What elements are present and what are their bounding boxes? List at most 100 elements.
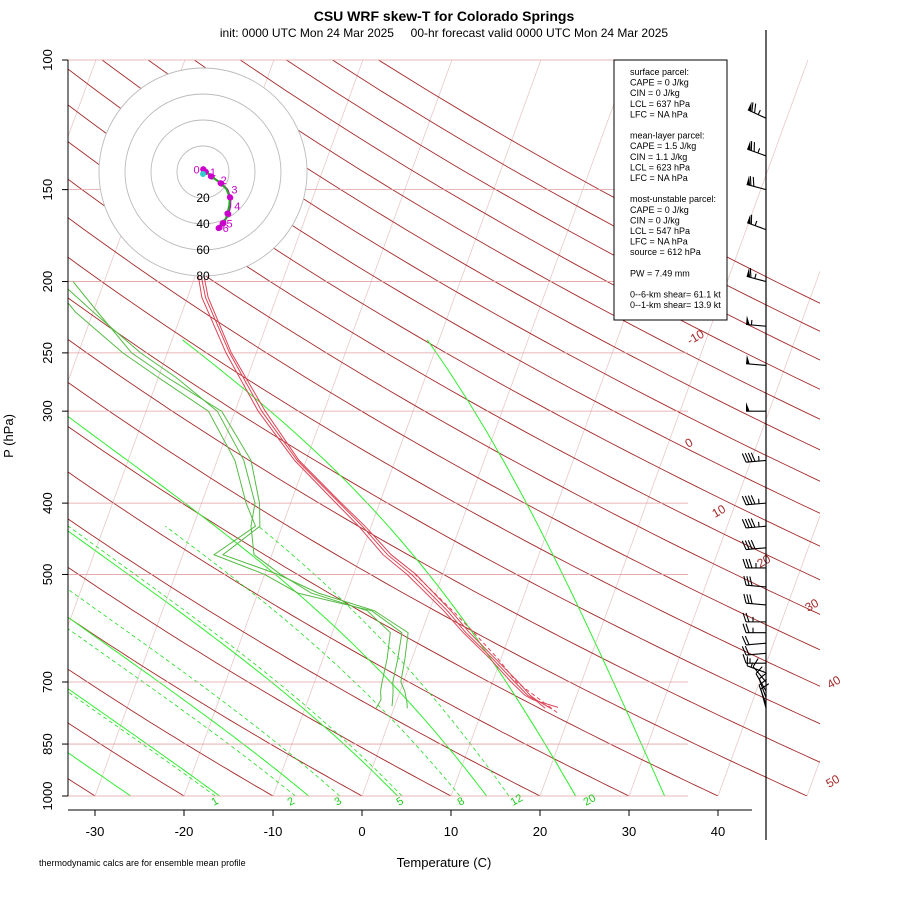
wind-barb-staff <box>746 602 767 606</box>
y-tick-label: 500 <box>40 564 55 586</box>
wind-barb <box>741 452 767 463</box>
hodograph-height-label: 1 <box>210 167 216 179</box>
wind-barb-flag <box>755 666 763 675</box>
saturated-adiabat-line <box>182 339 577 796</box>
dewpoint-line <box>68 288 391 709</box>
wind-barb-pennant <box>746 315 750 325</box>
wind-barb-half-flag <box>757 109 761 115</box>
stats-line: source = 612 hPa <box>630 247 701 257</box>
dry-adiabat-label: 0 <box>683 435 696 451</box>
wind-barb-flag <box>746 576 750 586</box>
hodograph-height-label: 3 <box>231 185 237 197</box>
y-tick-label: 700 <box>40 671 55 693</box>
moist-adiabat-label: 8 <box>456 795 467 808</box>
hodograph-point <box>224 210 231 217</box>
stats-line: 0--1-km shear= 13.9 kt <box>630 300 721 310</box>
wind-barb-flag <box>746 594 750 604</box>
stats-line: PW = 7.49 mm <box>630 268 690 278</box>
hodograph-height-label: 4 <box>234 201 240 213</box>
wind-barb-staff <box>746 363 767 366</box>
wind-barb-staff <box>746 642 767 646</box>
saturated-adiabat-line <box>68 415 488 796</box>
wind-barb-flag <box>742 558 747 569</box>
wind-barb <box>743 575 767 588</box>
wind-barb-flag <box>749 268 752 278</box>
dewpoint-line <box>68 302 403 707</box>
y-tick-label: 100 <box>40 49 55 71</box>
wind-barb-flag <box>747 518 753 528</box>
isotherm-line <box>94 60 364 796</box>
hodograph-height-label: 6 <box>223 223 229 235</box>
x-tick-label: 10 <box>444 824 458 839</box>
hodograph-ring-label: 60 <box>196 243 210 257</box>
hodograph-height-label: 0 <box>193 165 199 177</box>
x-tick-label: -30 <box>86 824 105 839</box>
chart-title: CSU WRF skew-T for Colorado Springs <box>314 8 575 24</box>
y-tick-label: 200 <box>40 271 55 293</box>
wind-barb-half-flag <box>754 273 757 279</box>
isotherm-line <box>361 60 631 796</box>
stats-line: CIN = 0 J/kg <box>630 88 680 98</box>
wind-barb-pennant <box>746 175 751 186</box>
wind-barb-flag <box>741 495 747 506</box>
wind-barb-flag <box>749 576 753 586</box>
wind-barb-flag <box>741 519 747 529</box>
hodograph-ring-label: 20 <box>196 191 210 205</box>
dry-adiabat-label: 30 <box>803 596 822 615</box>
wind-barb <box>746 315 767 327</box>
dry-adiabat-label: 40 <box>825 673 844 692</box>
wind-barb-half-flag <box>757 148 761 154</box>
wind-barb-flag <box>742 654 747 664</box>
stats-line: surface parcel: <box>630 67 689 77</box>
wind-barb-flag <box>749 176 752 186</box>
wind-barb-flag <box>750 495 756 505</box>
hodograph-height-label: 5 <box>227 218 233 230</box>
isotherm-line <box>539 60 809 796</box>
wind-barb-pennant <box>746 354 750 364</box>
moist-adiabat-line <box>258 525 510 796</box>
isotherm-line <box>806 759 820 796</box>
moist-adiabat-labels: 1 2 3 5 8 12 20 <box>210 792 599 809</box>
wind-barb-flag <box>750 518 756 528</box>
wind-barb-staff <box>746 652 767 656</box>
moist-adiabat-line <box>68 691 216 796</box>
wind-barb-flag <box>742 612 747 623</box>
hodograph-point <box>220 219 227 226</box>
hodograph-point <box>217 180 224 187</box>
wind-barb-flag <box>758 678 767 686</box>
stats-line: LFC = NA hPa <box>630 237 688 247</box>
x-tick-label: 40 <box>711 824 725 839</box>
dry-adiabat-label: 10 <box>710 502 729 521</box>
y-tick-label: 150 <box>40 179 55 201</box>
wind-barb-flag <box>749 594 753 604</box>
dry-adiabat-labels: -10 0 10 20 30 40 50 <box>683 327 844 791</box>
footnote: thermodynamic calcs are for ensemble mea… <box>39 858 246 868</box>
moist-adiabat-label: 2 <box>286 795 297 808</box>
moist-adiabat-line <box>68 525 403 796</box>
wind-barb <box>760 683 770 709</box>
wind-barb-flag <box>747 495 753 505</box>
dewpoint-line <box>72 281 409 709</box>
stats-box <box>613 59 728 321</box>
saturated-adiabat-line <box>426 339 666 796</box>
wind-barb <box>746 175 767 191</box>
wind-barb <box>747 140 767 157</box>
y-axis-label: P (hPa) <box>1 414 16 458</box>
wind-barb-flag <box>748 558 753 569</box>
x-tick-label: 0 <box>358 824 365 839</box>
stats-line: CIN = 0 J/kg <box>630 215 680 225</box>
wind-barb-flag <box>744 518 750 528</box>
wind-barb-pennant <box>747 140 751 151</box>
moist-adiabat-line <box>165 525 461 796</box>
dry-adiabat-line <box>286 60 820 361</box>
wind-barb <box>746 402 766 412</box>
wind-barb <box>742 612 766 623</box>
wind-barb-flag <box>741 646 747 656</box>
wind-barb-flag <box>747 452 753 462</box>
wind-barb <box>741 539 767 551</box>
moist-adiabat-label: 1 <box>210 795 221 808</box>
wind-barb-staff <box>746 584 767 588</box>
wind-barb <box>742 623 766 634</box>
isobars <box>68 59 688 797</box>
